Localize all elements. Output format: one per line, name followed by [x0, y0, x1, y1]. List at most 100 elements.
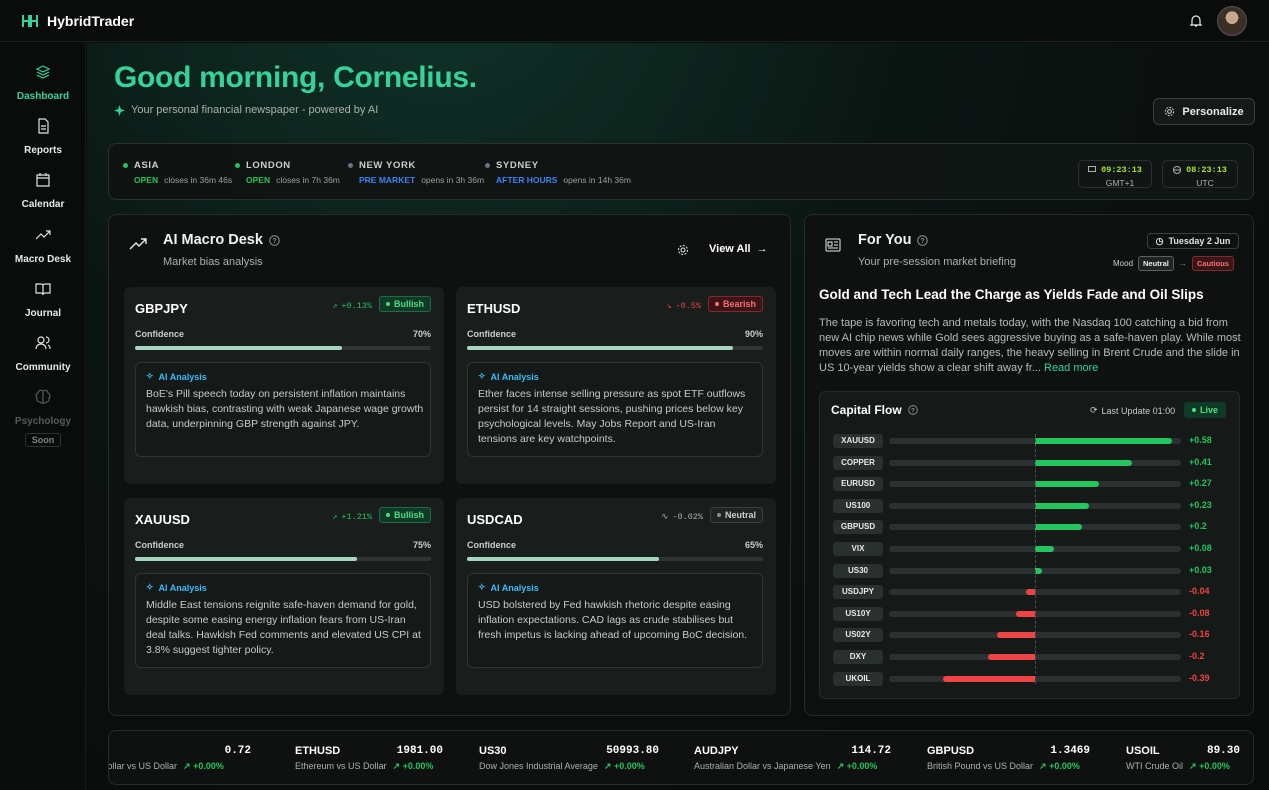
card-symbol: XAUUSD — [135, 512, 190, 527]
flow-label: VIX — [833, 542, 883, 556]
confidence-value: 65% — [744, 540, 763, 550]
macro-desk-title: AI Macro Desk ? — [163, 232, 280, 248]
status-dot — [485, 163, 490, 168]
bell-icon[interactable] — [1189, 14, 1203, 28]
bias-card-gbpjpy[interactable]: GBPJPY ↗ +0.13% Bullish Confidence 70% ✧ A… — [124, 287, 444, 484]
flow-label: XAUUSD — [833, 434, 883, 448]
market-session-new-york: NEW YORK PRE MARKET opens in 3h 36m — [348, 160, 484, 185]
market-detail: closes in 36m 46s — [164, 175, 233, 185]
market-detail: opens in 14h 36m — [563, 175, 631, 185]
capital-flow-row: USDJPY -0.04 — [833, 585, 1233, 600]
flow-label: USDJPY — [833, 585, 883, 600]
logo[interactable]: HybridTrader — [22, 13, 134, 29]
layers-icon — [35, 65, 51, 79]
settings-icon[interactable] — [677, 244, 689, 256]
market-session-london: LONDON OPEN closes in 7h 36m — [235, 160, 340, 185]
ticker-item[interactable]: GBPUSD 1.3469 British Pound vs US Dollar… — [927, 745, 1090, 772]
ticker-price: 1981.00 — [396, 745, 443, 757]
flow-value: +0.27 — [1189, 478, 1212, 489]
change-value: +0.00% — [1049, 761, 1080, 771]
ai-analysis-text: Ether faces intense selling pressure as … — [478, 388, 746, 445]
sidebar-item-label: Macro Desk — [14, 254, 72, 265]
market-status: AFTER HOURS — [496, 175, 558, 185]
status-dot — [385, 302, 390, 306]
personalize-label: Personalize — [1182, 105, 1244, 118]
flow-bar — [1035, 546, 1054, 552]
flow-bar — [987, 654, 1035, 660]
briefing-headline: Gold and Tech Lead the Charge as Yields … — [819, 287, 1204, 302]
arrow-right-icon: → — [1178, 259, 1187, 268]
sparkle-icon: ✧ — [478, 582, 486, 592]
flow-value: +0.03 — [1189, 564, 1212, 575]
capital-flow-row: US10Y -0.08 — [833, 606, 1233, 621]
clock-time: 09:23:13 — [1101, 165, 1142, 175]
status-dot — [123, 163, 128, 168]
sidebar-item-community[interactable]: Community — [0, 335, 86, 375]
avatar[interactable] — [1217, 5, 1247, 36]
sidebar-item-psychology[interactable]: Psychology Soon — [0, 389, 86, 448]
refresh-icon[interactable]: ⟳ — [1090, 405, 1098, 415]
view-all-label: View All — [709, 243, 751, 255]
bias-card-ethusd[interactable]: ETHUSD ↘ -0.5% Bearish Confidence 90% ✧ AI… — [456, 287, 776, 484]
confidence-label: Confidence — [467, 540, 517, 550]
confidence-value: 75% — [412, 540, 431, 550]
bias-card-xauusd[interactable]: XAUUSD ↗ +1.21% Bullish Confidence 75% ✧ A… — [124, 498, 444, 695]
view-all-link[interactable]: View All → — [709, 243, 768, 255]
trend-icon — [129, 238, 147, 250]
sidebar-item-reports[interactable]: Reports — [0, 118, 86, 158]
flow-bar — [1035, 481, 1099, 488]
confidence-label: Confidence — [135, 329, 185, 339]
panel-title: For You — [858, 232, 912, 248]
flow-value: -0.08 — [1189, 607, 1210, 618]
sidebar-item-macro-desk[interactable]: Macro Desk — [0, 227, 86, 267]
flow-label: DXY — [833, 650, 883, 664]
help-icon[interactable]: ? — [917, 234, 929, 246]
ticker-item[interactable]: ETHUSD 1981.00 Ethereum vs US Dollar ↗ +0… — [295, 745, 443, 772]
bias-card-usdcad[interactable]: USDCAD ∿ -0.02% Neutral Confidence 65% ✧ A… — [456, 498, 776, 695]
market-session-asia: ASIA OPEN closes in 36m 46s — [123, 160, 232, 185]
market-status: OPEN — [246, 175, 271, 185]
help-icon[interactable]: ? — [907, 405, 918, 415]
sidebar-item-label: Dashboard — [16, 91, 70, 102]
bias-label: Bullish — [393, 510, 424, 520]
flow-label: GBPUSD — [833, 520, 883, 535]
card-title: Capital Flow — [831, 403, 902, 417]
sidebar-item-label: Psychology — [14, 416, 72, 427]
confidence-bar — [467, 557, 763, 561]
sidebar-item-journal[interactable]: Journal — [0, 281, 86, 321]
ticker-name: Dow Jones Industrial Average — [479, 761, 598, 771]
trend-up-icon: ↗ — [332, 301, 338, 311]
page-subtitle: Your personal financial newspaper - powe… — [114, 104, 378, 116]
ticker-name: Australian Dollar vs Japanese Yen — [694, 761, 831, 771]
ticker-item[interactable]: US30 50993.80 Dow Jones Industrial Avera… — [479, 745, 659, 772]
trend-up-icon: ↗ — [332, 512, 338, 522]
newspaper-icon — [825, 238, 841, 252]
personalize-button[interactable]: Personalize — [1153, 98, 1255, 125]
svg-text:?: ? — [921, 238, 925, 245]
ticker-price: 114.72 — [851, 745, 891, 757]
bias-badge: Bullish — [378, 296, 431, 312]
brain-icon — [35, 389, 51, 404]
ai-analysis-box: ✧ AI Analysis Middle East tensions reigni… — [135, 573, 431, 668]
sidebar-item-label: Journal — [24, 308, 62, 319]
sidebar-item-dashboard[interactable]: Dashboard — [0, 64, 86, 104]
status-dot — [716, 513, 721, 517]
ticker-name: Dollar vs US Dollar — [108, 761, 178, 771]
trend-icon — [35, 230, 51, 240]
mood-indicator: Mood Neutral → Cautious — [1113, 256, 1234, 271]
ticker-item[interactable]: AUDJPY 114.72 Australian Dollar vs Japan… — [694, 745, 891, 772]
ticker-item[interactable]: ) 0.72 Dollar vs US Dollar↗ +0.00% — [108, 745, 251, 772]
status-dot — [385, 513, 390, 517]
ticker-item[interactable]: USOIL 89.30 WTI Crude Oil ↗ +0.00% — [1126, 745, 1240, 772]
clock-icon: ◷ — [1155, 235, 1164, 246]
change-value: +0.00% — [846, 761, 878, 771]
status-dot — [714, 302, 719, 306]
read-more-link[interactable]: Read more — [1044, 362, 1099, 374]
capital-flow-card: Capital Flow ? ⟳ Last Update 01:00 Live X… — [819, 391, 1240, 699]
flow-bar — [1016, 610, 1035, 617]
help-icon[interactable]: ? — [269, 234, 280, 246]
sidebar-item-calendar[interactable]: Calendar — [0, 172, 86, 212]
logo-icon — [22, 14, 38, 27]
ticker-price: 1.3469 — [1050, 745, 1090, 757]
macro-desk-subtitle: Market bias analysis — [163, 256, 263, 268]
